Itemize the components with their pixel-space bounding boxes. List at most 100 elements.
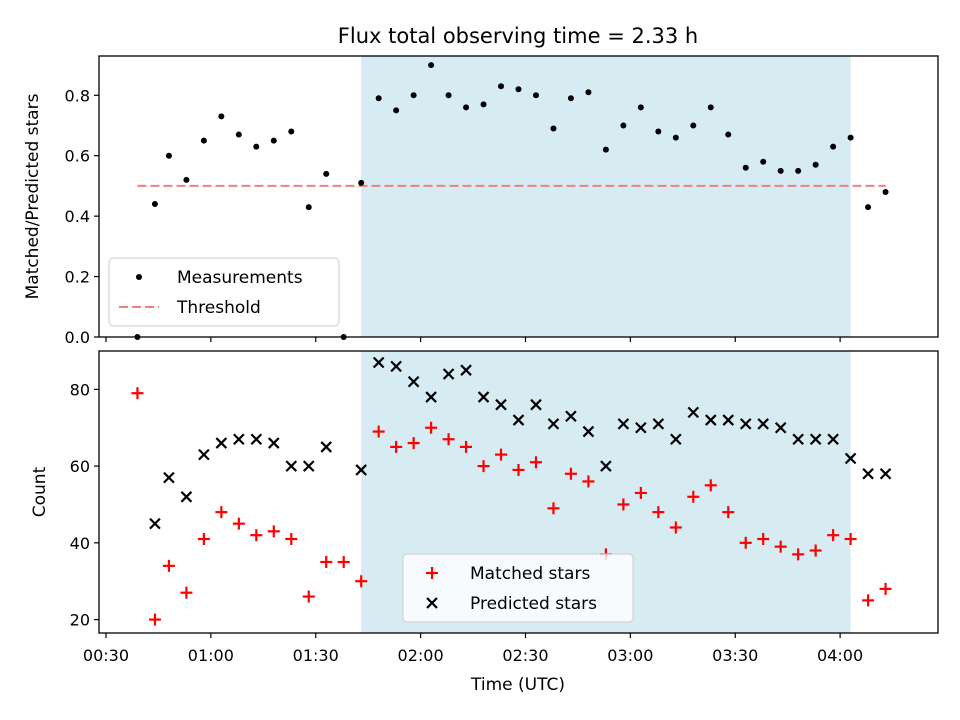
measurement-point	[742, 164, 749, 171]
measurement-point	[151, 201, 158, 208]
measurement-point	[288, 128, 295, 135]
measurement-point	[655, 128, 662, 135]
matched-stars-point	[285, 533, 298, 545]
bottom-ytick-label: 40	[70, 534, 90, 553]
predicted-stars-point	[809, 433, 822, 446]
measurement-point	[323, 170, 330, 177]
matched-stars-point	[148, 613, 161, 626]
matched-stars-point	[582, 475, 595, 488]
legend-predicted-marker	[426, 597, 438, 609]
predicted-stars-point	[704, 414, 717, 426]
predicted-stars-point	[512, 414, 525, 426]
xtick-label: 02:00	[398, 646, 444, 665]
matched-stars-point	[460, 440, 473, 453]
measurement-point	[515, 86, 522, 93]
matched-stars-point	[722, 506, 735, 519]
predicted-stars-point	[547, 418, 560, 430]
predicted-stars-point	[198, 448, 210, 461]
predicted-stars-point	[600, 460, 612, 472]
matched-stars-point	[827, 529, 840, 542]
predicted-stars-point	[390, 360, 402, 373]
predicted-stars-point	[215, 437, 228, 449]
matched-stars-point	[232, 517, 245, 530]
matched-stars-point	[180, 586, 193, 599]
predicted-stars-point	[617, 418, 630, 430]
predicted-stars-point	[425, 391, 437, 403]
matched-stars-point	[634, 486, 647, 499]
top-ytick-label: 0.6	[65, 147, 90, 166]
measurement-point	[165, 152, 172, 159]
predicted-stars-point	[635, 421, 647, 434]
predicted-stars-point	[302, 460, 315, 472]
xtick-label: 02:30	[502, 646, 548, 665]
predicted-stars-point	[149, 517, 161, 530]
top-plot-frame	[98, 55, 939, 338]
measurement-point	[375, 95, 382, 102]
predicted-stars-point	[862, 467, 874, 480]
matched-stars-point	[862, 594, 875, 607]
predicted-stars-point	[477, 391, 490, 403]
top-ytick-label: 0.0	[65, 328, 90, 347]
bottom-y-axis-label: Count	[30, 466, 50, 517]
legend-predicted-label: Predicted stars	[470, 594, 597, 614]
predicted-stars-point	[670, 433, 682, 446]
measurement-point	[865, 204, 872, 211]
measurement-point	[707, 104, 714, 111]
measurement-point	[725, 131, 732, 138]
matched-stars-point	[302, 590, 315, 603]
measurement-point	[777, 167, 784, 174]
legend-measurements-label: Measurements	[177, 268, 303, 288]
measurement-point	[637, 104, 644, 111]
measurement-point	[235, 131, 242, 138]
matched-stars-point	[547, 502, 560, 515]
predicted-stars-point	[774, 421, 787, 434]
measurement-point	[480, 101, 487, 108]
xtick-label: 03:00	[607, 646, 653, 665]
predicted-stars-point	[530, 398, 542, 411]
measurement-point	[567, 95, 574, 102]
predicted-stars-point	[460, 364, 472, 376]
predicted-stars-point	[844, 452, 857, 465]
predicted-stars-point	[582, 425, 595, 438]
matched-stars-point	[320, 556, 333, 569]
matched-stars-point	[477, 460, 490, 473]
predicted-stars-point	[442, 368, 455, 380]
matched-stars-point	[337, 556, 350, 569]
measurement-point	[847, 134, 854, 141]
matched-stars-point	[442, 433, 455, 446]
top-legend-box	[108, 257, 340, 327]
predicted-stars-point	[495, 398, 507, 411]
matched-stars-point	[704, 479, 717, 492]
matched-stars-point	[355, 575, 368, 588]
predicted-stars-point	[180, 491, 193, 503]
matched-stars-point	[197, 533, 210, 545]
matched-stars-point	[267, 525, 280, 538]
measurement-point	[585, 89, 592, 96]
matched-stars-point	[512, 463, 525, 476]
matched-stars-point	[564, 467, 577, 480]
measurement-point	[183, 176, 190, 183]
predicted-stars-point	[268, 437, 280, 449]
matched-stars-point	[879, 582, 892, 595]
bottom-legend-box	[402, 553, 634, 623]
matched-stars-point	[757, 533, 770, 545]
predicted-stars-point	[250, 433, 263, 446]
measurement-point	[690, 122, 697, 129]
bottom-ytick-label: 80	[70, 380, 90, 399]
legend-matched-marker	[426, 567, 438, 579]
matched-stars-point	[774, 540, 787, 553]
matched-stars-point	[495, 448, 508, 461]
top-ytick-label: 0.2	[65, 268, 90, 287]
predicted-stars-point	[355, 464, 367, 476]
top-panel: 0.00.20.40.60.8 Matched/Predicted stars …	[23, 55, 939, 347]
measurement-point	[812, 161, 819, 168]
matched-stars-point	[372, 425, 385, 438]
matched-stars-point	[617, 498, 630, 511]
matched-stars-point	[215, 506, 228, 519]
measurement-point	[882, 188, 889, 195]
predicted-stars-point	[792, 433, 804, 446]
measurement-point	[760, 158, 767, 165]
measurement-point	[445, 92, 452, 99]
bottom-panel: 20 40 60 80 00:30 01:00 01:30 02:00 02:30 03:00 0…	[30, 350, 939, 695]
